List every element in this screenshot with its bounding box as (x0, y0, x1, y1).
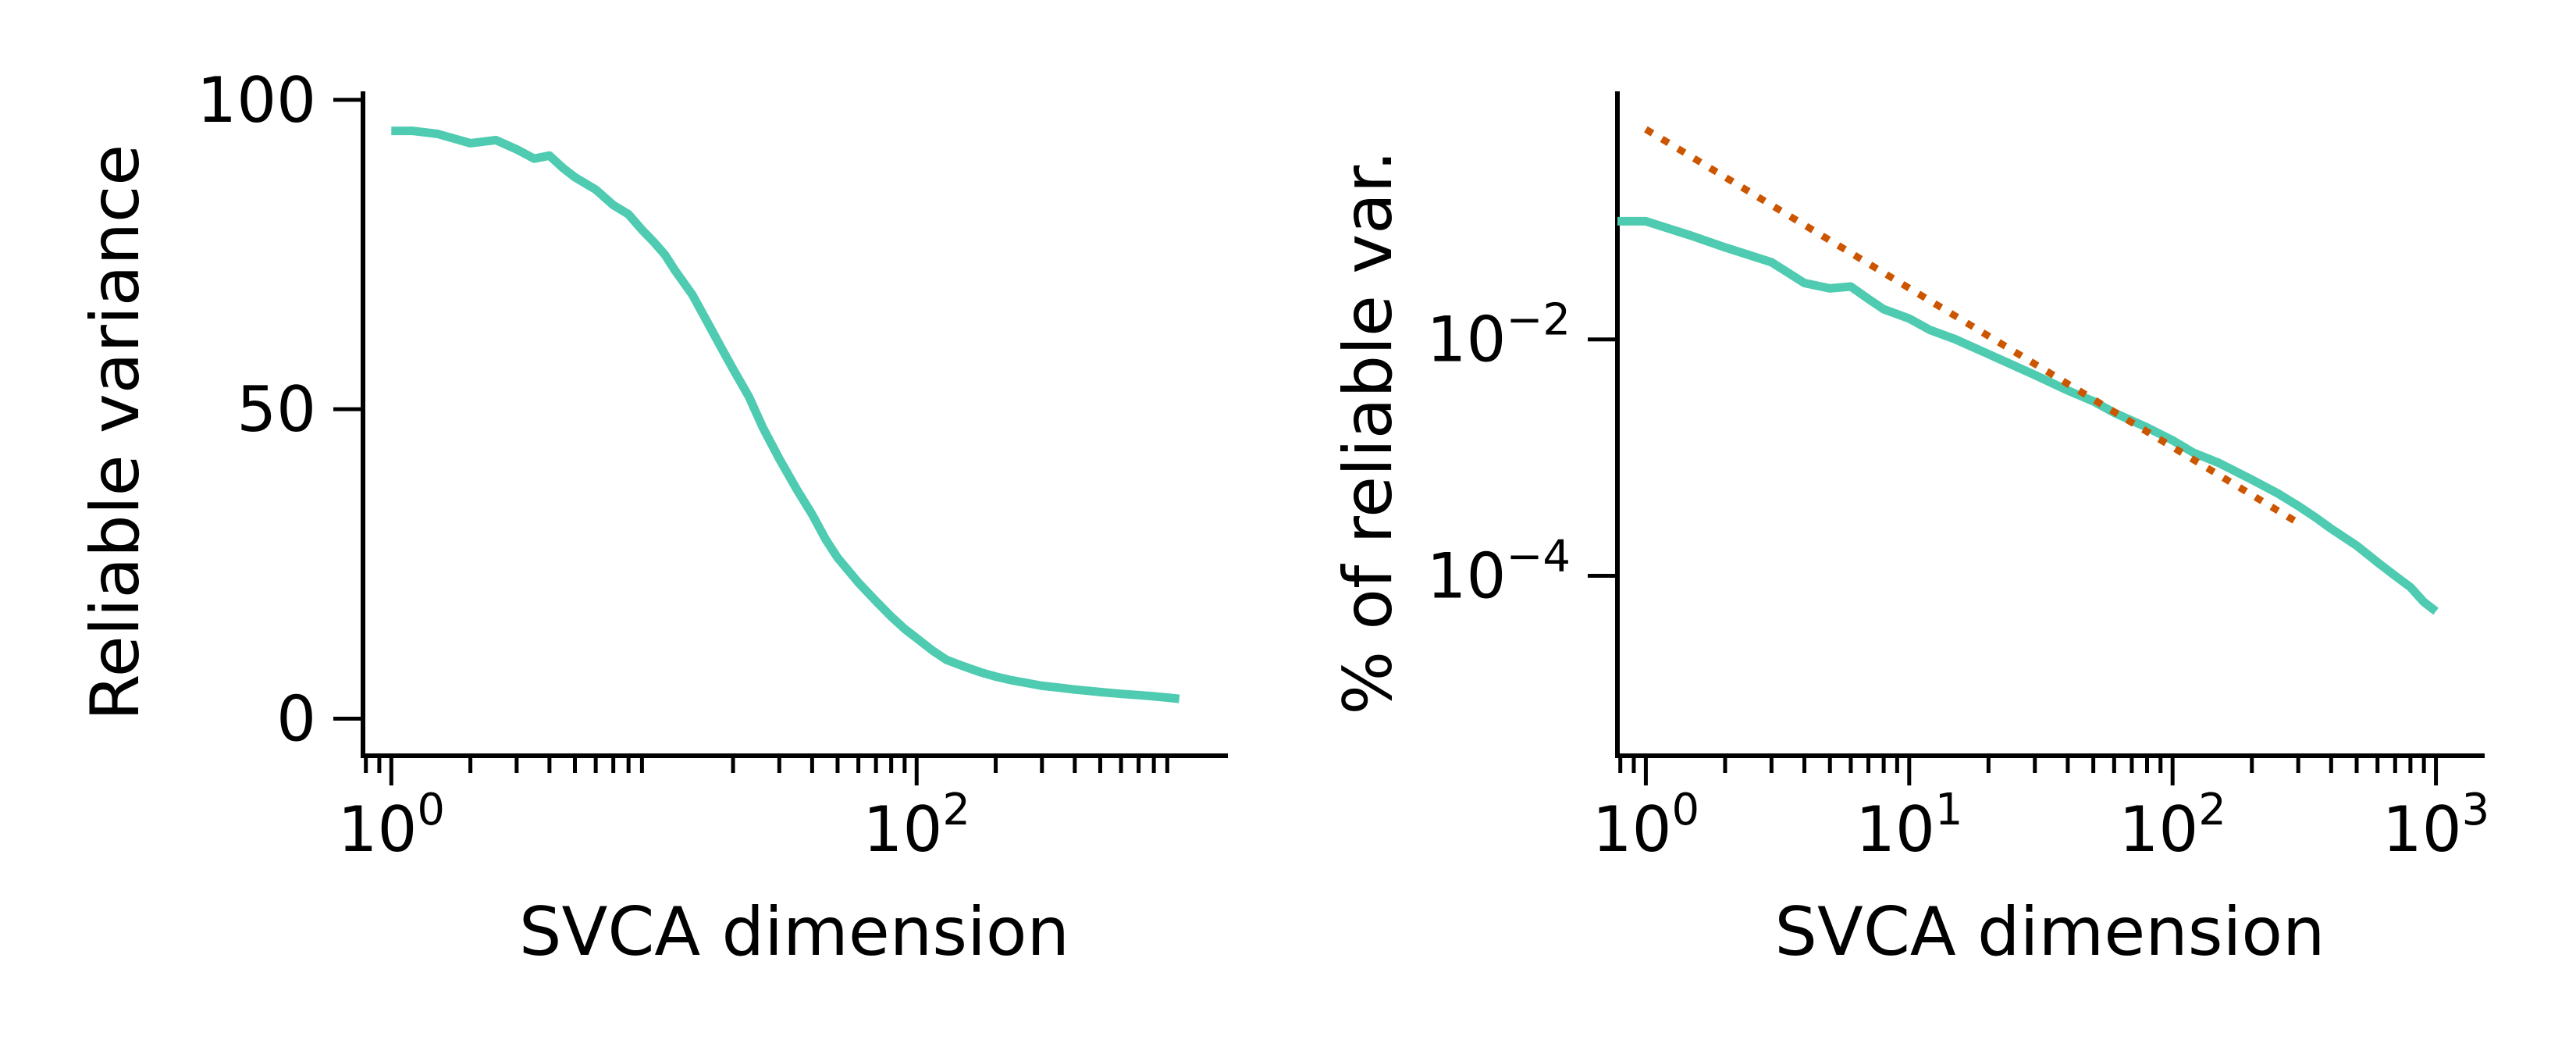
x-tick-label-base: 10 (863, 793, 943, 866)
x-tick-label-exp: 0 (417, 785, 445, 835)
x-tick-label-exp: 2 (2198, 785, 2226, 835)
y-tick-label: 100 (197, 64, 316, 137)
data-line (1617, 216, 2439, 615)
x-tick-label: 102 (863, 785, 970, 866)
y-axis-title: % of reliable var. (1329, 150, 1407, 714)
x-axis-title: SVCA dimension (1774, 893, 2325, 971)
y-tick-label-base: 10 (1427, 539, 1507, 612)
x-tick-label-exp: 1 (1935, 785, 1963, 835)
x-tick-label-exp: 3 (2462, 785, 2490, 835)
y-tick-label-base: 10 (1427, 304, 1507, 376)
data-line (391, 126, 1180, 703)
x-tick-label-base: 10 (1592, 793, 1672, 866)
x-tick-label: 100 (338, 785, 445, 866)
y-tick-label-exp: −4 (1506, 531, 1571, 582)
x-tick-label: 103 (2382, 785, 2489, 866)
x-tick-label-base: 10 (1856, 793, 1935, 866)
x-tick-label: 101 (1856, 785, 1962, 866)
x-tick-label-base: 10 (2119, 793, 2198, 866)
x-tick-label-exp: 0 (1671, 785, 1699, 835)
y-tick-label: 10−4 (1427, 531, 1571, 612)
x-tick-label-base: 10 (2382, 793, 2462, 866)
x-tick-label-base: 10 (338, 793, 418, 866)
x-tick-label-exp: 2 (942, 785, 970, 835)
y-axis-title: Reliable variance (76, 144, 155, 721)
y-tick-label: 0 (276, 682, 316, 755)
fit-line (1644, 126, 2300, 526)
x-tick-label: 100 (1592, 785, 1699, 866)
x-tick-label: 102 (2119, 785, 2226, 866)
x-axis-title: SVCA dimension (519, 893, 1069, 971)
y-tick-label-exp: −2 (1506, 295, 1571, 346)
y-tick-label: 50 (237, 373, 316, 446)
y-tick-label: 10−2 (1427, 295, 1571, 376)
